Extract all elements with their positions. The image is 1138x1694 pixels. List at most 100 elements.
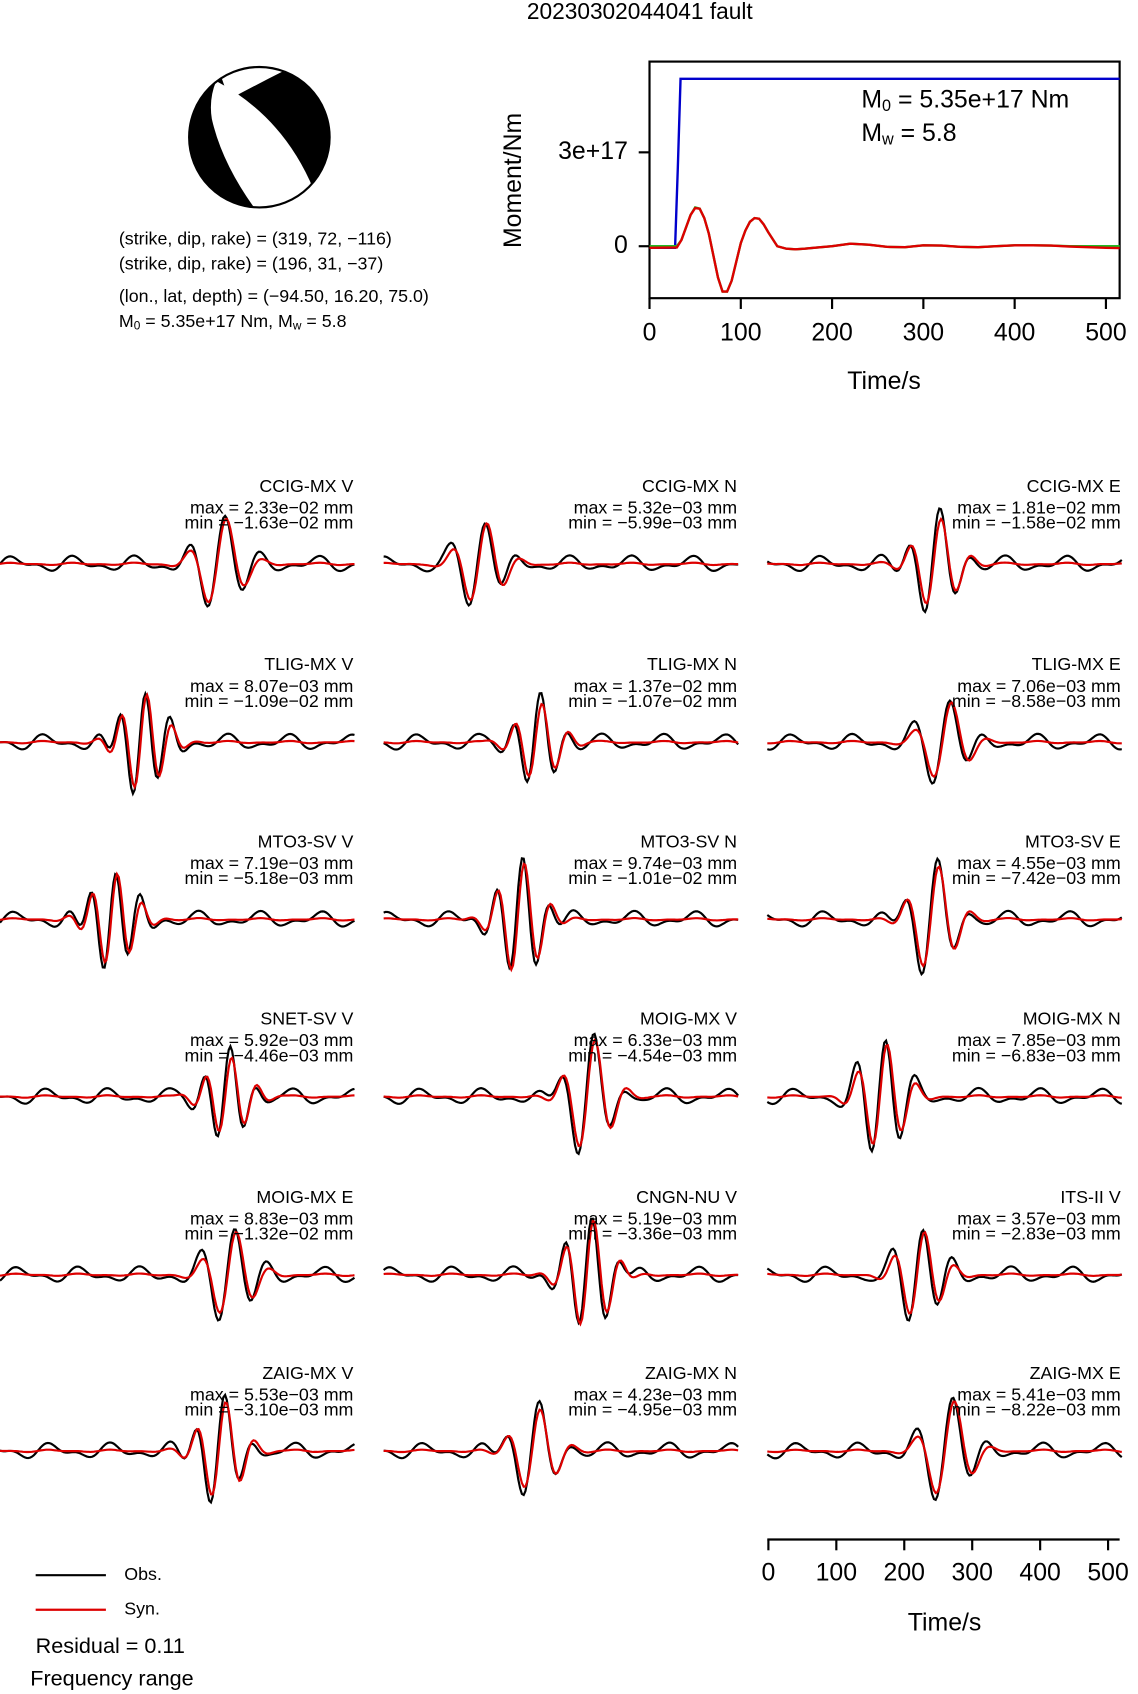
min-label: min = −1.63e−02 mm	[185, 513, 354, 533]
time-tick-label: 300	[951, 1560, 992, 1587]
station-label: MTO3-SV E	[1025, 831, 1121, 851]
station-label: MOIG-MX V	[640, 1009, 737, 1029]
legend-obs: Obs.	[124, 1564, 162, 1584]
min-label: min = −1.58e−02 mm	[952, 513, 1121, 533]
moment-line	[649, 206, 1120, 293]
annotation-sub: w	[881, 131, 894, 149]
syn-trace	[767, 701, 1122, 778]
obs-trace	[766, 698, 1122, 785]
syn-trace	[0, 1230, 355, 1315]
syn-trace	[767, 516, 1122, 605]
max-label: max = 8.07e−03 mm	[190, 676, 353, 696]
legend-syn: Syn.	[124, 1598, 160, 1618]
moment-line	[649, 206, 1120, 293]
y-tick-label: 0	[614, 232, 628, 259]
x-tick-label: 0	[643, 319, 657, 346]
syn-trace	[383, 1219, 739, 1327]
syn-trace	[383, 1408, 739, 1488]
syn-trace	[0, 1401, 355, 1496]
annotation: Mw = 5.8	[861, 120, 956, 149]
syn-trace	[767, 865, 1122, 968]
max-label: max = 9.74e−03 mm	[574, 853, 737, 873]
station-label: TLIG-MX V	[264, 654, 353, 674]
y-axis-label: Moment/Nm	[500, 113, 527, 248]
time-tick-label: 500	[1087, 1560, 1128, 1587]
syn-trace	[0, 517, 355, 604]
min-label: min = −5.18e−03 mm	[185, 868, 354, 888]
obs-trace	[766, 1038, 1123, 1154]
obs-trace	[0, 1228, 356, 1322]
station-label: CCIG-MX E	[1027, 476, 1121, 496]
max-label: max = 4.55e−03 mm	[957, 853, 1120, 873]
station-label: ITS-II V	[1060, 1187, 1120, 1207]
max-label: max = 7.06e−03 mm	[957, 676, 1120, 696]
min-label: min = −8.58e−03 mm	[952, 691, 1121, 711]
max-label: max = 5.19e−03 mm	[574, 1208, 737, 1228]
frequency-range: Frequency range	[30, 1666, 193, 1691]
min-label: min = −3.10e−03 mm	[185, 1400, 354, 1420]
min-label: min = −8.22e−03 mm	[952, 1400, 1121, 1420]
beachball	[188, 65, 331, 209]
station-label: CNGN-NU V	[636, 1187, 737, 1207]
x-axis-label: Time/s	[847, 368, 921, 395]
max-label: max = 5.32e−03 mm	[574, 498, 737, 518]
max-label: max = 1.37e−02 mm	[574, 676, 737, 696]
annotation-main: M	[861, 86, 882, 113]
syn-trace	[0, 691, 355, 790]
mech-line: (strike, dip, rake) = (319, 72, −116)	[119, 229, 392, 249]
station-label: ZAIG-MX E	[1030, 1363, 1121, 1383]
max-label: max = 7.85e−03 mm	[957, 1030, 1120, 1050]
annotation-main: M	[861, 120, 882, 147]
time-tick-label: 0	[761, 1560, 775, 1587]
time-axis-label: Time/s	[908, 1609, 982, 1636]
max-label: max = 5.41e−03 mm	[957, 1385, 1120, 1405]
annotation-sub: 0	[882, 97, 891, 115]
x-tick-label: 300	[903, 319, 944, 346]
station-label: CCIG-MX N	[642, 476, 737, 496]
syn-trace	[767, 1230, 1122, 1315]
x-tick-label: 100	[720, 319, 761, 346]
max-label: max = 8.83e−03 mm	[190, 1208, 353, 1228]
min-label: min = −7.42e−03 mm	[952, 868, 1121, 888]
min-label: min = −4.54e−03 mm	[568, 1045, 737, 1065]
syn-trace	[767, 1043, 1122, 1146]
title: 20230302044041 fault	[527, 0, 754, 24]
station-label: MOIG-MX N	[1023, 1009, 1121, 1029]
y-tick-label: 3e+17	[558, 138, 628, 165]
station-label: TLIG-MX E	[1032, 654, 1121, 674]
station-label: MTO3-SV N	[640, 831, 737, 851]
annotation-rest: = 5.8	[894, 120, 957, 147]
x-tick-label: 400	[994, 319, 1035, 346]
station-label: ZAIG-MX N	[645, 1363, 737, 1383]
obs-trace	[0, 1392, 356, 1505]
station-label: CCIG-MX V	[259, 476, 353, 496]
syn-trace	[383, 862, 739, 973]
min-label: min = −1.09e−02 mm	[185, 691, 354, 711]
time-tick-label: 400	[1019, 1560, 1060, 1587]
max-label: max = 3.57e−03 mm	[957, 1208, 1120, 1228]
residual: Residual = 0.11	[36, 1633, 185, 1658]
max-label: max = 2.33e−02 mm	[190, 498, 353, 518]
station-label: SNET-SV V	[260, 1009, 353, 1029]
obs-trace	[383, 857, 739, 971]
syn-trace	[383, 1038, 739, 1148]
min-label: min = −3.36e−03 mm	[568, 1224, 737, 1244]
annotation-rest: = 5.35e+17 Nm	[891, 86, 1069, 113]
annotation: M0 = 5.35e+17 Nm	[861, 86, 1069, 115]
min-label: min = −1.32e−02 mm	[185, 1224, 354, 1244]
max-label: max = 6.33e−03 mm	[574, 1030, 737, 1050]
plot-frame	[648, 60, 1121, 300]
min-label: min = −5.99e−03 mm	[568, 513, 737, 533]
min-label: min = −6.83e−03 mm	[952, 1045, 1121, 1065]
moment-line: M0 = 5.35e+17 Nm, Mw = 5.8	[119, 311, 347, 333]
time-tick-label: 200	[884, 1560, 925, 1587]
mech-line: (strike, dip, rake) = (196, 31, −37)	[119, 253, 383, 273]
station-label: ZAIG-MX V	[262, 1363, 353, 1383]
obs-trace	[766, 1396, 1123, 1502]
obs-trace	[0, 514, 355, 608]
station-label: MOIG-MX E	[256, 1187, 353, 1207]
min-label: min = −1.07e−02 mm	[568, 691, 737, 711]
time-tick-label: 100	[816, 1560, 857, 1587]
min-label: min = −4.95e−03 mm	[568, 1400, 737, 1420]
syn-trace	[383, 702, 739, 779]
